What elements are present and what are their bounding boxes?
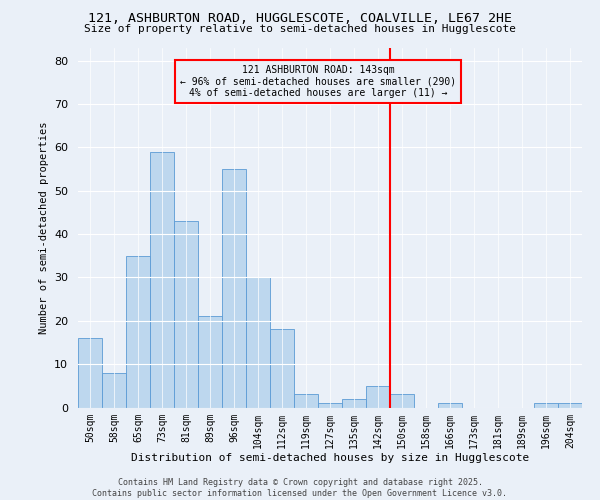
- Bar: [150, 152, 174, 408]
- Text: Size of property relative to semi-detached houses in Hugglescote: Size of property relative to semi-detach…: [84, 24, 516, 34]
- Bar: [270, 330, 294, 407]
- Text: Contains HM Land Registry data © Crown copyright and database right 2025.
Contai: Contains HM Land Registry data © Crown c…: [92, 478, 508, 498]
- Bar: [222, 169, 246, 408]
- Bar: [78, 338, 102, 407]
- Bar: [246, 278, 270, 407]
- Bar: [558, 403, 582, 407]
- Bar: [318, 403, 342, 407]
- Bar: [126, 256, 150, 408]
- Bar: [534, 403, 558, 407]
- Bar: [438, 403, 462, 407]
- Y-axis label: Number of semi-detached properties: Number of semi-detached properties: [38, 121, 49, 334]
- Bar: [294, 394, 318, 407]
- Bar: [342, 399, 366, 407]
- Bar: [390, 394, 414, 407]
- Text: 121, ASHBURTON ROAD, HUGGLESCOTE, COALVILLE, LE67 2HE: 121, ASHBURTON ROAD, HUGGLESCOTE, COALVI…: [88, 12, 512, 26]
- Bar: [102, 373, 126, 408]
- Text: 121 ASHBURTON ROAD: 143sqm
← 96% of semi-detached houses are smaller (290)
4% of: 121 ASHBURTON ROAD: 143sqm ← 96% of semi…: [180, 65, 456, 98]
- Bar: [366, 386, 390, 407]
- Bar: [198, 316, 222, 408]
- Bar: [174, 221, 198, 408]
- X-axis label: Distribution of semi-detached houses by size in Hugglescote: Distribution of semi-detached houses by …: [131, 453, 529, 463]
